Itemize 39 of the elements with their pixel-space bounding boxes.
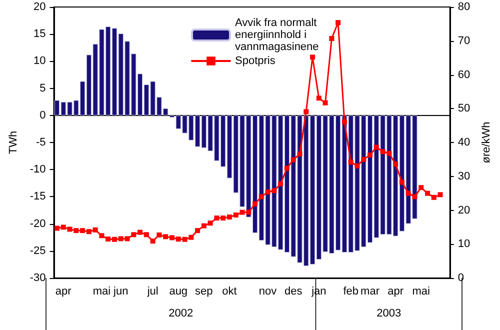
y-tick-label: 15 xyxy=(34,28,46,40)
x-tick-label: okt xyxy=(222,286,237,298)
y-tick-label: -10 xyxy=(30,164,46,176)
x-tick-label: jun xyxy=(112,286,128,298)
y-tick-label: 5 xyxy=(40,82,46,94)
y2-axis-title: øre/kWh xyxy=(480,122,492,164)
text: 2003 xyxy=(376,308,402,320)
y-tick-label: -30 xyxy=(30,272,46,284)
y2-tick-label: 70 xyxy=(458,34,470,47)
x-tick-label: mar xyxy=(360,286,380,298)
legend-label: Avvik fra normalt energiinnhold i vannmagasinene xyxy=(235,17,320,53)
x-tick-label: mai xyxy=(412,286,430,298)
y-tick-label: 10 xyxy=(34,55,46,68)
y2-tick-label: 80 xyxy=(458,1,470,13)
y-tick-label: -20 xyxy=(30,218,46,230)
y2-tick-label: 0 xyxy=(458,272,464,284)
y-tick-label: -15 xyxy=(30,190,46,203)
y-tick-label: -5 xyxy=(36,136,46,148)
x-tick-label: feb xyxy=(343,286,358,298)
y-axis-title: TWh xyxy=(8,130,20,154)
x-tick-label: mai xyxy=(92,286,111,298)
text: 2002 xyxy=(168,308,194,320)
y2-tick-label: 40 xyxy=(458,136,470,148)
y2-tick-label: 10 xyxy=(458,238,470,250)
y2-tick-label: 30 xyxy=(458,170,470,182)
y-tick-label: -25 xyxy=(30,244,46,257)
x-tick-label: des xyxy=(284,286,303,298)
y2-tick-label: 60 xyxy=(458,68,470,81)
y-tick-label: 0 xyxy=(40,109,46,122)
legend-label: Spotpris xyxy=(235,55,276,67)
x-tick-label: sep xyxy=(195,286,213,298)
y-tick-label: 20 xyxy=(34,1,46,13)
x-tick-label: apr xyxy=(55,286,72,298)
y2-tick-label: 50 xyxy=(458,102,470,115)
x-tick-label: jul xyxy=(146,286,158,298)
y2-tick-label: 20 xyxy=(458,204,470,216)
x-tick-label: apr xyxy=(388,286,404,298)
x-tick-label: nov xyxy=(258,286,278,298)
x-tick-label: aug xyxy=(169,286,188,298)
